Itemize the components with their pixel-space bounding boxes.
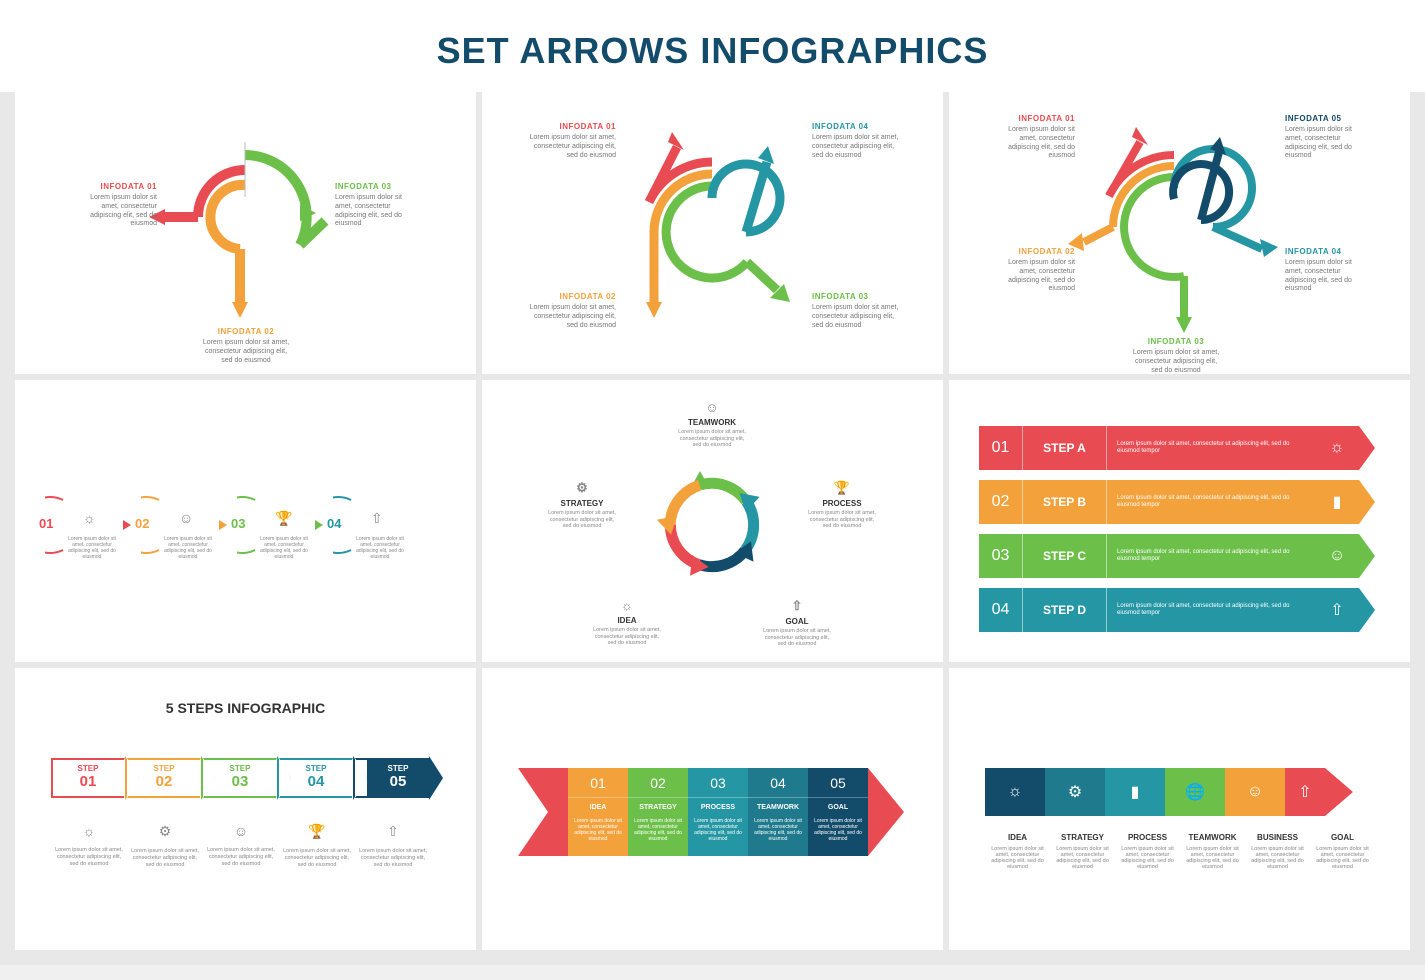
bulb-icon: ☼	[51, 823, 127, 839]
chevron-step: STEP05	[355, 758, 429, 798]
panel-gradient-arrow: ☼ ⚙ ▮ 🌐 ☺ ⇧ IDEALorem ipsum dolor sit am…	[949, 668, 1410, 950]
seg-label: IDEALorem ipsum dolor sit amet, consecte…	[985, 833, 1050, 870]
circle-row: 01 ☼ Lorem ipsum dolor sit amet, consect…	[45, 490, 421, 560]
trophy-icon: 🏆	[807, 480, 877, 496]
cycle-label: ⇧GOALLorem ipsum dolor sit amet, consect…	[762, 598, 832, 648]
step-desc: ⇧Lorem ipsum dolor sit amet, consectetur…	[355, 823, 431, 869]
head-icon: ☺	[1247, 783, 1263, 801]
step-desc: ☼Lorem ipsum dolor sit amet, consectetur…	[51, 823, 127, 869]
step-bar: 01 STEP A Lorem ipsum dolor sit amet, co…	[979, 426, 1359, 470]
info-block: INFODATA 02 Lorem ipsum dolor sit amet, …	[201, 327, 291, 365]
rocket-icon: ⇧	[762, 598, 832, 614]
trophy-icon: 🏆	[279, 823, 355, 840]
info-block: INFODATA 03Lorem ipsum dolor sit amet, c…	[1131, 337, 1221, 374]
info-block: INFODATA 01Lorem ipsum dolor sit amet, c…	[989, 114, 1075, 161]
bulb-icon: ☼	[83, 510, 96, 526]
step-bar: 02 STEP B Lorem ipsum dolor sit amet, co…	[979, 480, 1359, 524]
cycle-label: 🏆PROCESSLorem ipsum dolor sit amet, cons…	[807, 480, 877, 530]
page-title: SET ARROWS INFOGRAPHICS	[0, 0, 1425, 92]
bulb-icon: ☼	[1315, 426, 1359, 470]
briefcase-icon: ▮	[1315, 480, 1359, 524]
seg-label: STRATEGYLorem ipsum dolor sit amet, cons…	[1050, 833, 1115, 870]
block-square: 04TEAMWORKLorem ipsum dolor sit amet, co…	[748, 768, 808, 856]
panel-block-arrow: 01IDEALorem ipsum dolor sit amet, consec…	[482, 668, 943, 950]
head-icon: ☺	[1315, 534, 1359, 578]
chevron-step: STEP02	[127, 758, 201, 798]
rocket-icon: ⇧	[1298, 782, 1311, 802]
gradient-labels: IDEALorem ipsum dolor sit amet, consecte…	[985, 833, 1375, 870]
info-block: INFODATA 05Lorem ipsum dolor sit amet, c…	[1285, 114, 1371, 161]
step-bar: 04 STEP D Lorem ipsum dolor sit amet, co…	[979, 588, 1359, 632]
info-block: INFODATA 01Lorem ipsum dolor sit amet, c…	[526, 122, 616, 160]
bulb-icon: ☼	[1008, 783, 1023, 801]
circle-step: 01 ☼ Lorem ipsum dolor sit amet, consect…	[45, 490, 133, 560]
chevron-row: STEP01 STEP02 STEP03 STEP04	[51, 758, 431, 798]
block-arrow: 01IDEALorem ipsum dolor sit amet, consec…	[518, 768, 904, 856]
info-block: INFODATA 01 Lorem ipsum dolor sit amet, …	[73, 182, 157, 229]
info-block: INFODATA 03Lorem ipsum dolor sit amet, c…	[812, 292, 902, 330]
panel-circular-5: INFODATA 01Lorem ipsum dolor sit amet, c…	[949, 92, 1410, 374]
block-square: 02STRATEGYLorem ipsum dolor sit amet, co…	[628, 768, 688, 856]
gears-icon: ⚙	[547, 480, 617, 496]
gears-icon: ⚙	[1068, 782, 1082, 802]
info-block: INFODATA 03 Lorem ipsum dolor sit amet, …	[335, 182, 419, 229]
bars-container: 01 STEP A Lorem ipsum dolor sit amet, co…	[979, 426, 1359, 642]
chevron-step: STEP04	[279, 758, 353, 798]
rocket-icon: ⇧	[371, 510, 383, 527]
step-bar: 03 STEP C Lorem ipsum dolor sit amet, co…	[979, 534, 1359, 578]
panel-step-bars: 01 STEP A Lorem ipsum dolor sit amet, co…	[949, 380, 1410, 662]
block-square: 05GOALLorem ipsum dolor sit amet, consec…	[808, 768, 868, 856]
info-block: INFODATA 02Lorem ipsum dolor sit amet, c…	[989, 247, 1075, 294]
seg: ☼	[985, 768, 1045, 816]
briefcase-icon: ▮	[1131, 782, 1140, 802]
panel-circular-4: INFODATA 01Lorem ipsum dolor sit amet, c…	[482, 92, 943, 374]
step-descriptions: ☼Lorem ipsum dolor sit amet, consectetur…	[51, 823, 431, 869]
trophy-icon: 🏆	[275, 510, 292, 527]
seg-label: PROCESSLorem ipsum dolor sit amet, conse…	[1115, 833, 1180, 870]
block-square: 01IDEALorem ipsum dolor sit amet, consec…	[568, 768, 628, 856]
block-square: 03PROCESSLorem ipsum dolor sit amet, con…	[688, 768, 748, 856]
people-icon: ☺	[677, 400, 747, 415]
cycle-label: ☺TEAMWORKLorem ipsum dolor sit amet, con…	[677, 400, 747, 449]
head-icon: ☺	[203, 823, 279, 839]
step-desc: ⚙Lorem ipsum dolor sit amet, consectetur…	[127, 823, 203, 869]
rocket-icon: ⇧	[1315, 588, 1359, 632]
seg: ☺	[1225, 768, 1285, 816]
seg: ▮	[1105, 768, 1165, 816]
seg-label: TEAMWORKLorem ipsum dolor sit amet, cons…	[1180, 833, 1245, 870]
panel-circular-3: INFODATA 01 Lorem ipsum dolor sit amet, …	[15, 92, 476, 374]
chevron-step: STEP03	[203, 758, 277, 798]
step-desc: ☺Lorem ipsum dolor sit amet, consectetur…	[203, 823, 279, 869]
panel-grid: INFODATA 01 Lorem ipsum dolor sit amet, …	[0, 92, 1425, 965]
cycle-label: ☼IDEALorem ipsum dolor sit amet, consect…	[592, 598, 662, 647]
seg: ⇧	[1285, 768, 1325, 816]
seg-label: BUSINESSLorem ipsum dolor sit amet, cons…	[1245, 833, 1310, 870]
panel-cycle-5: ☺TEAMWORKLorem ipsum dolor sit amet, con…	[482, 380, 943, 662]
gradient-bar: ☼ ⚙ ▮ 🌐 ☺ ⇧	[985, 768, 1353, 816]
globe-icon: 🌐	[1185, 782, 1205, 802]
page: SET ARROWS INFOGRAPHICS	[0, 0, 1425, 965]
circle-step: 04 ⇧ Lorem ipsum dolor sit amet, consect…	[333, 490, 421, 560]
chevron-step: STEP01	[51, 758, 125, 798]
seg-label: GOALLorem ipsum dolor sit amet, consecte…	[1310, 833, 1375, 870]
info-block: INFODATA 04Lorem ipsum dolor sit amet, c…	[812, 122, 902, 160]
cycle-label: ⚙STRATEGYLorem ipsum dolor sit amet, con…	[547, 480, 617, 530]
info-block: INFODATA 02Lorem ipsum dolor sit amet, c…	[526, 292, 616, 330]
circle-step: 02 ☺ Lorem ipsum dolor sit amet, consect…	[141, 490, 229, 560]
panel-circle-steps: 01 ☼ Lorem ipsum dolor sit amet, consect…	[15, 380, 476, 662]
panel-title: 5 STEPS INFOGRAPHIC	[15, 700, 476, 716]
step-desc: 🏆Lorem ipsum dolor sit amet, consectetur…	[279, 823, 355, 869]
bulb-icon: ☼	[592, 598, 662, 613]
seg: ⚙	[1045, 768, 1105, 816]
head-icon: ☺	[179, 510, 193, 526]
seg: 🌐	[1165, 768, 1225, 816]
panel-5steps: 5 STEPS INFOGRAPHIC STEP01 STEP02 STEP03	[15, 668, 476, 950]
rocket-icon: ⇧	[355, 823, 431, 840]
gears-icon: ⚙	[127, 823, 203, 840]
circle-step: 03 🏆 Lorem ipsum dolor sit amet, consect…	[237, 490, 325, 560]
info-block: INFODATA 04Lorem ipsum dolor sit amet, c…	[1285, 247, 1371, 294]
